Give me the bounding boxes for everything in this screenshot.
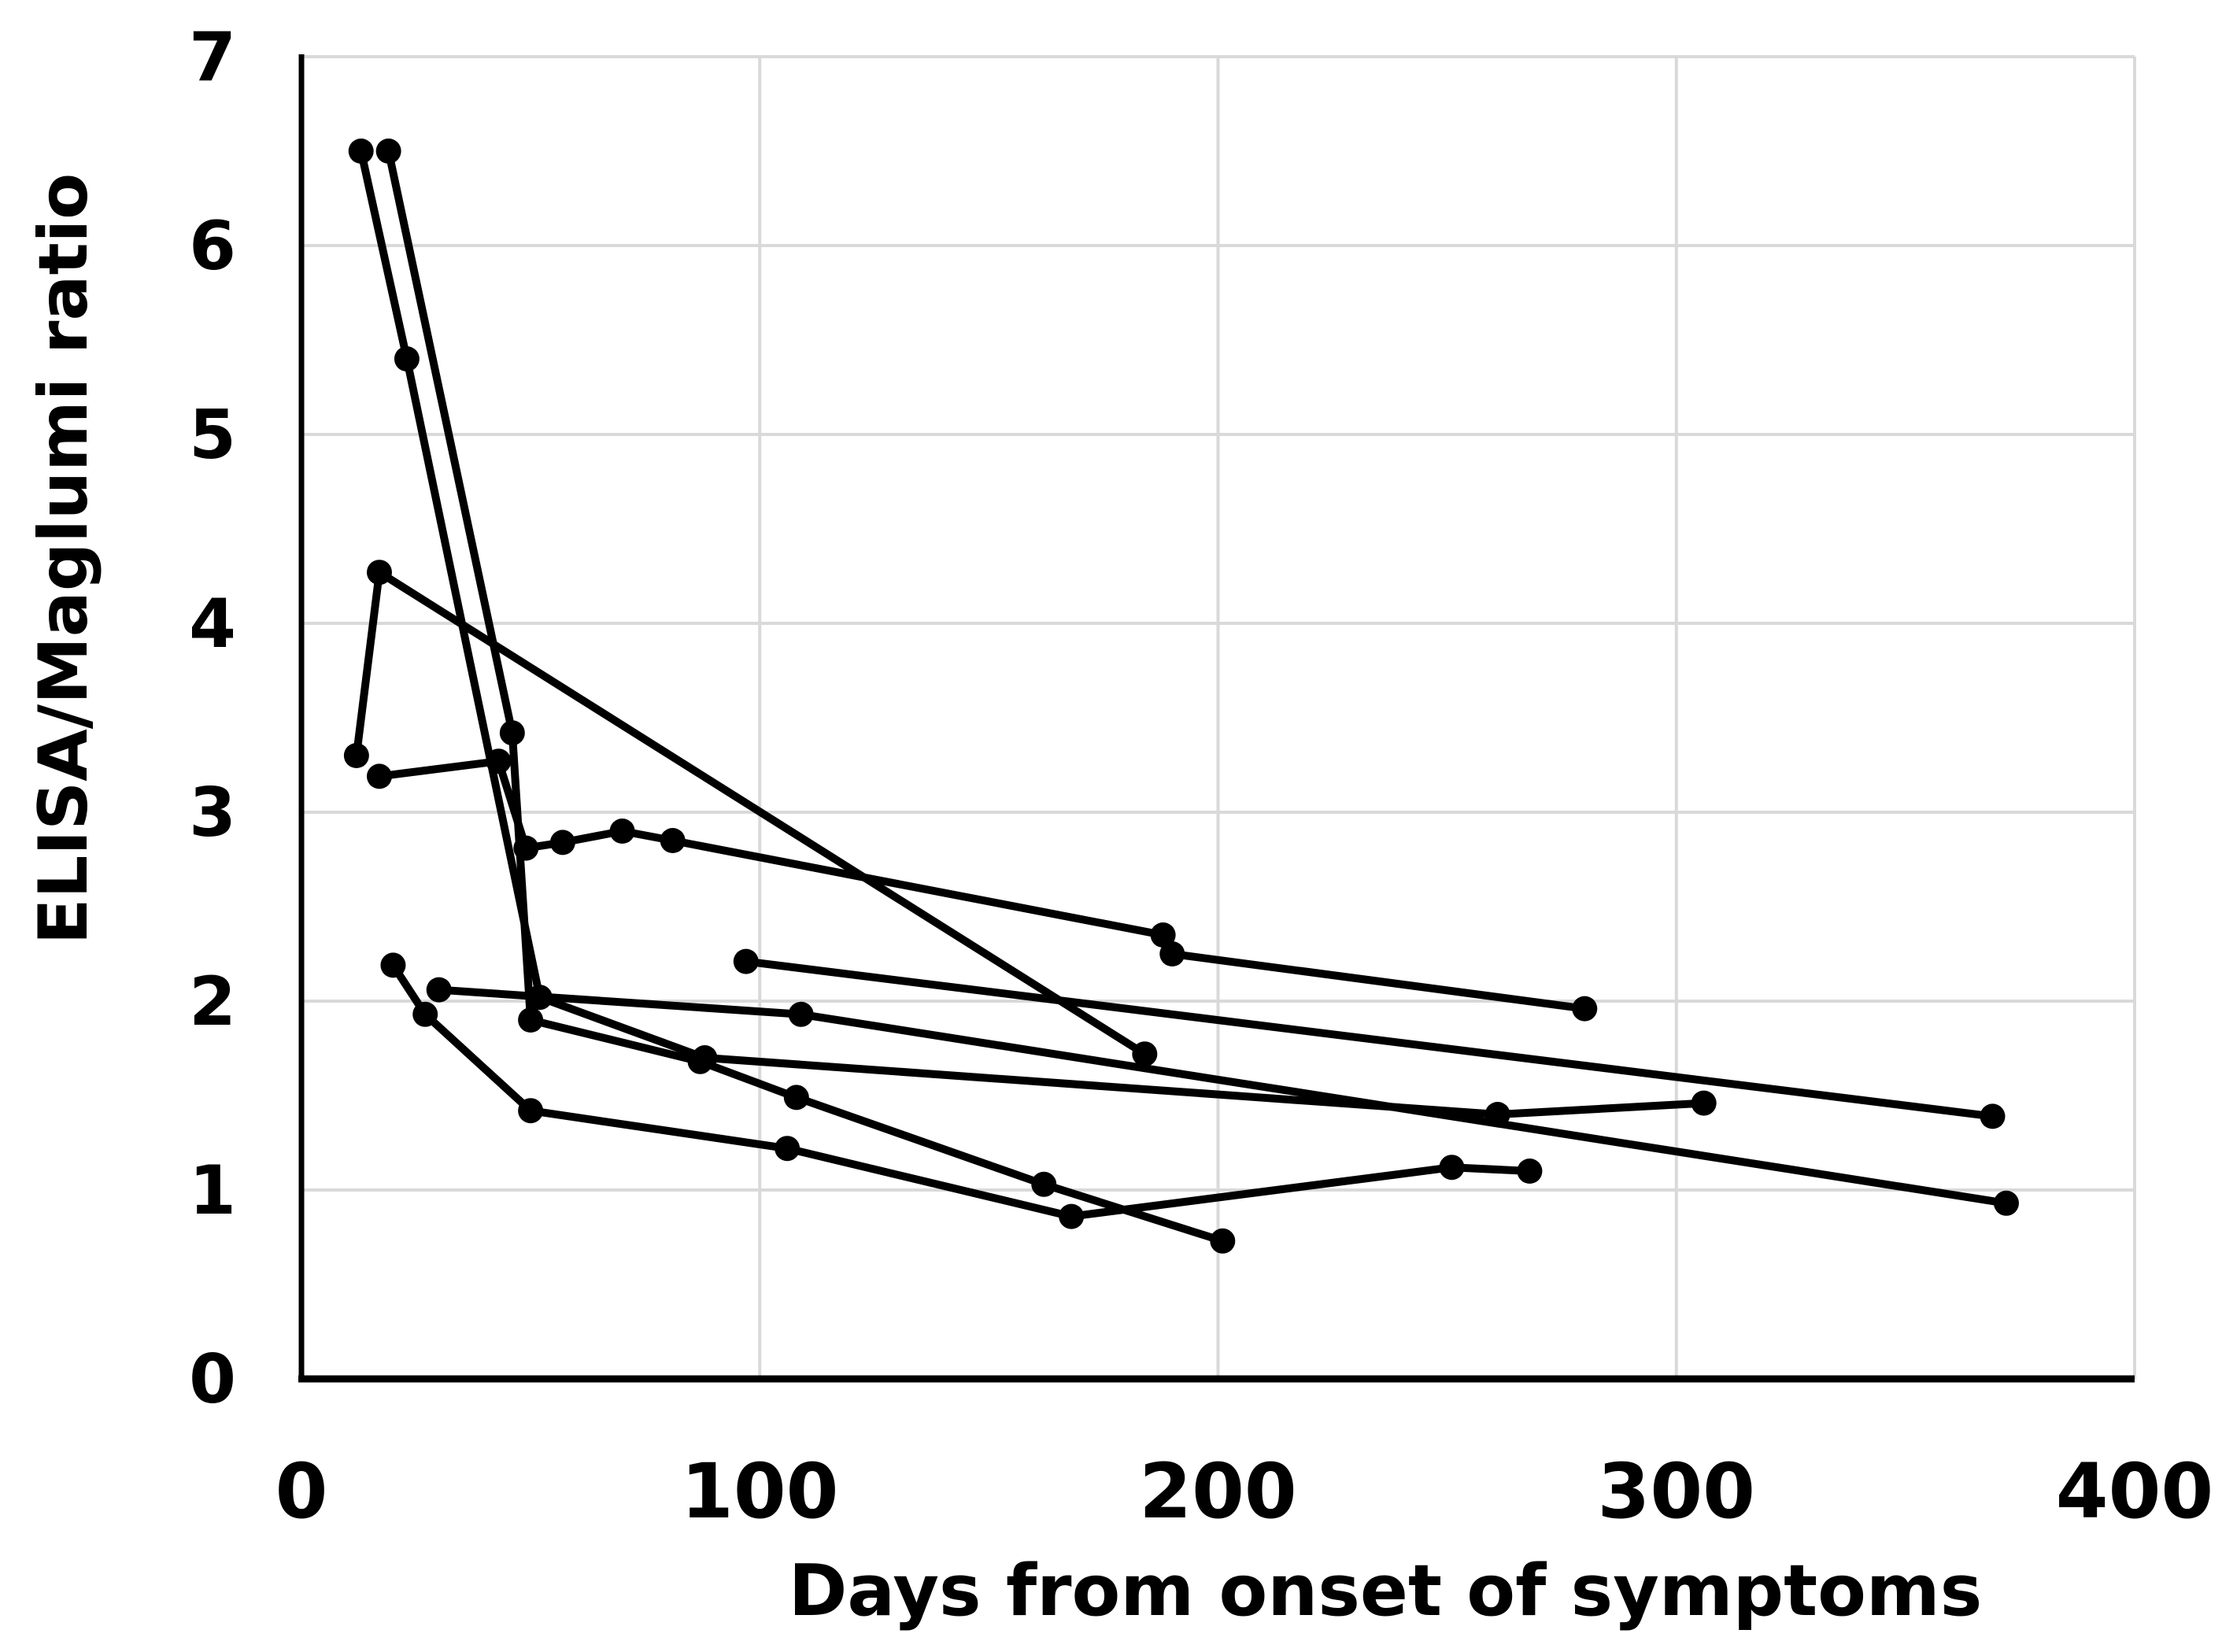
data-point-patient-6: [426, 977, 452, 1003]
data-point-patient-3: [1132, 1041, 1158, 1067]
x-tick-label: 100: [681, 1447, 838, 1536]
data-point-patient-5: [1059, 1203, 1085, 1229]
data-point-patient-2: [783, 1085, 809, 1111]
data-point-patient-1: [1691, 1090, 1717, 1116]
x-tick-label: 300: [1598, 1447, 1755, 1536]
y-tick-label: 0: [189, 1340, 236, 1419]
data-point-patient-2: [1210, 1228, 1236, 1254]
y-tick-label: 3: [189, 774, 236, 852]
data-point-patient-7: [1980, 1103, 2006, 1129]
data-point-patient-2: [375, 139, 401, 164]
data-point-patient-6: [788, 1001, 814, 1027]
data-point-patient-1: [348, 139, 374, 164]
data-point-patient-4: [549, 830, 575, 856]
x-tick-label: 400: [2056, 1447, 2213, 1536]
y-axis-tick-labels: 0 1 2 3 4 5 6 7: [189, 18, 236, 1419]
data-point-patient-3: [343, 743, 369, 768]
y-tick-label: 5: [189, 396, 236, 475]
data-point-patient-5: [775, 1136, 800, 1162]
data-point-patient-4: [1159, 941, 1185, 966]
data-point-patient-2: [518, 1007, 544, 1033]
y-axis-title: ELISA/Maglumi ratio: [24, 173, 103, 944]
y-tick-label: 7: [189, 18, 236, 97]
data-point-patient-5: [412, 1001, 438, 1027]
data-point-patient-1: [527, 985, 553, 1011]
data-point-patient-4: [660, 828, 686, 853]
x-axis-title: Days from onset of symptoms: [789, 1550, 1983, 1632]
series-line-patient-4: [375, 757, 1589, 1013]
y-tick-label: 2: [189, 963, 236, 1041]
x-tick-label: 0: [275, 1447, 328, 1536]
data-point-patient-2: [687, 1048, 713, 1074]
y-tick-label: 1: [189, 1151, 236, 1230]
y-tick-label: 4: [189, 585, 236, 663]
data-point-patient-1: [394, 346, 420, 371]
data-point-patient-3: [366, 560, 392, 586]
data-point-patient-5: [1517, 1159, 1543, 1184]
data-point-patient-4: [1150, 922, 1176, 948]
data-point-patient-6: [1993, 1190, 2019, 1216]
data-point-patient-2: [499, 720, 525, 746]
data-points: [343, 139, 2019, 1254]
series-line-patient-2: [384, 147, 1227, 1245]
data-point-patient-5: [518, 1098, 544, 1124]
data-point-patient-4: [513, 835, 539, 861]
y-tick-label: 6: [189, 207, 236, 286]
data-point-patient-7: [733, 948, 759, 974]
data-point-patient-5: [1439, 1155, 1465, 1181]
axes: [298, 54, 2135, 1383]
data-point-patient-1: [1484, 1102, 1510, 1127]
series-lines: [352, 147, 2010, 1245]
data-point-patient-4: [609, 819, 635, 844]
data-point-patient-5: [380, 952, 406, 978]
series-line-patient-7: [741, 957, 1997, 1121]
x-axis-tick-labels: 0 100 200 300 400: [275, 1447, 2214, 1536]
data-point-patient-4: [486, 748, 512, 774]
data-point-patient-2: [1031, 1171, 1057, 1197]
x-tick-label: 200: [1139, 1447, 1296, 1536]
data-point-patient-4: [1572, 996, 1598, 1022]
data-point-patient-4: [366, 763, 392, 789]
series-line-patient-1: [357, 147, 1708, 1118]
